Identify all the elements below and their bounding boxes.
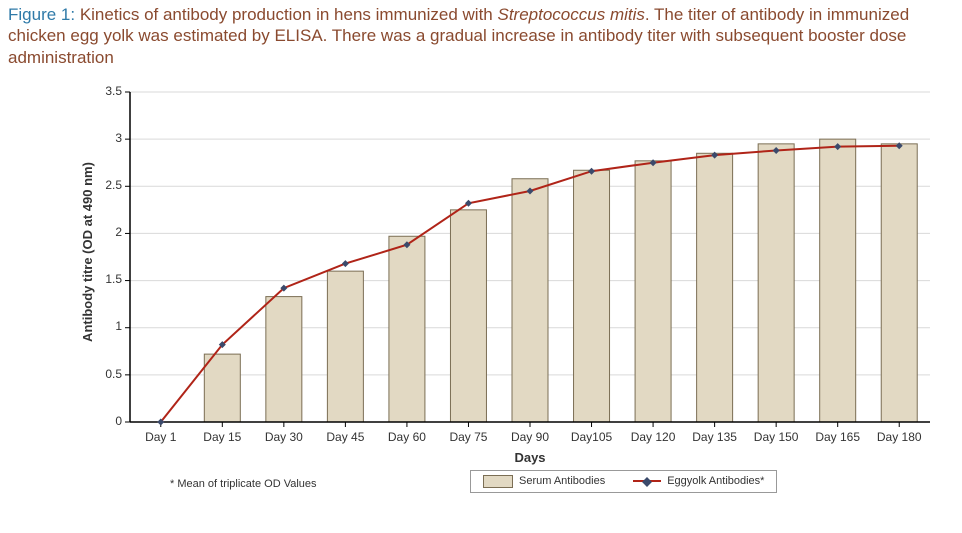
x-tick-label: Day 120 [622, 430, 684, 444]
x-tick-label: Day 75 [438, 430, 500, 444]
figure-caption: Figure 1: Kinetics of antibody productio… [0, 0, 962, 74]
bar [389, 236, 425, 422]
y-tick-label: 0 [92, 414, 122, 428]
legend-label-line: Eggyolk Antibodies* [667, 475, 764, 487]
x-tick-label: Day 30 [253, 430, 315, 444]
chart-footnote: * Mean of triplicate OD Values [170, 478, 317, 490]
bar [512, 178, 548, 421]
y-tick-label: 2.5 [92, 178, 122, 192]
bar [266, 296, 302, 421]
x-tick-label: Day 90 [499, 430, 561, 444]
chart-legend: Serum Antibodies Eggyolk Antibodies* [470, 470, 777, 493]
x-tick-label: Day 45 [315, 430, 377, 444]
legend-label-bars: Serum Antibodies [519, 475, 605, 487]
x-tick-label: Day 165 [807, 430, 869, 444]
bar [881, 144, 917, 422]
y-tick-label: 0.5 [92, 367, 122, 381]
bar [635, 161, 671, 422]
y-tick-label: 3 [92, 131, 122, 145]
y-tick-label: 1.5 [92, 272, 122, 286]
figure-label: Figure 1: [8, 5, 75, 24]
chart-container: Antibody titre (OD at 490 nm) Days * Mea… [70, 82, 962, 467]
x-tick-label: Day 15 [192, 430, 254, 444]
bar [327, 271, 363, 422]
bar [758, 144, 794, 422]
x-tick-label: Day 1 [130, 430, 192, 444]
chart-svg [70, 82, 950, 462]
y-tick-label: 2 [92, 225, 122, 239]
bar [697, 153, 733, 422]
legend-item-line: Eggyolk Antibodies* [633, 475, 764, 487]
y-tick-label: 3.5 [92, 84, 122, 98]
x-tick-label: Day 60 [376, 430, 438, 444]
bar [450, 210, 486, 422]
x-axis-title: Days [500, 450, 560, 465]
y-tick-label: 1 [92, 319, 122, 333]
x-tick-label: Day 180 [868, 430, 930, 444]
legend-swatch-bar [483, 475, 513, 488]
legend-item-bars: Serum Antibodies [483, 475, 605, 488]
bar [204, 354, 240, 422]
x-tick-label: Day105 [561, 430, 623, 444]
bar [820, 139, 856, 422]
legend-swatch-line [633, 480, 661, 482]
caption-part-1: Kinetics of antibody production in hens … [75, 5, 497, 24]
caption-italic: Streptococcus mitis [498, 5, 645, 24]
line-marker [342, 260, 349, 267]
y-axis-title: Antibody titre (OD at 490 nm) [80, 102, 95, 402]
x-tick-label: Day 150 [745, 430, 807, 444]
x-tick-label: Day 135 [684, 430, 746, 444]
bar [574, 170, 610, 422]
